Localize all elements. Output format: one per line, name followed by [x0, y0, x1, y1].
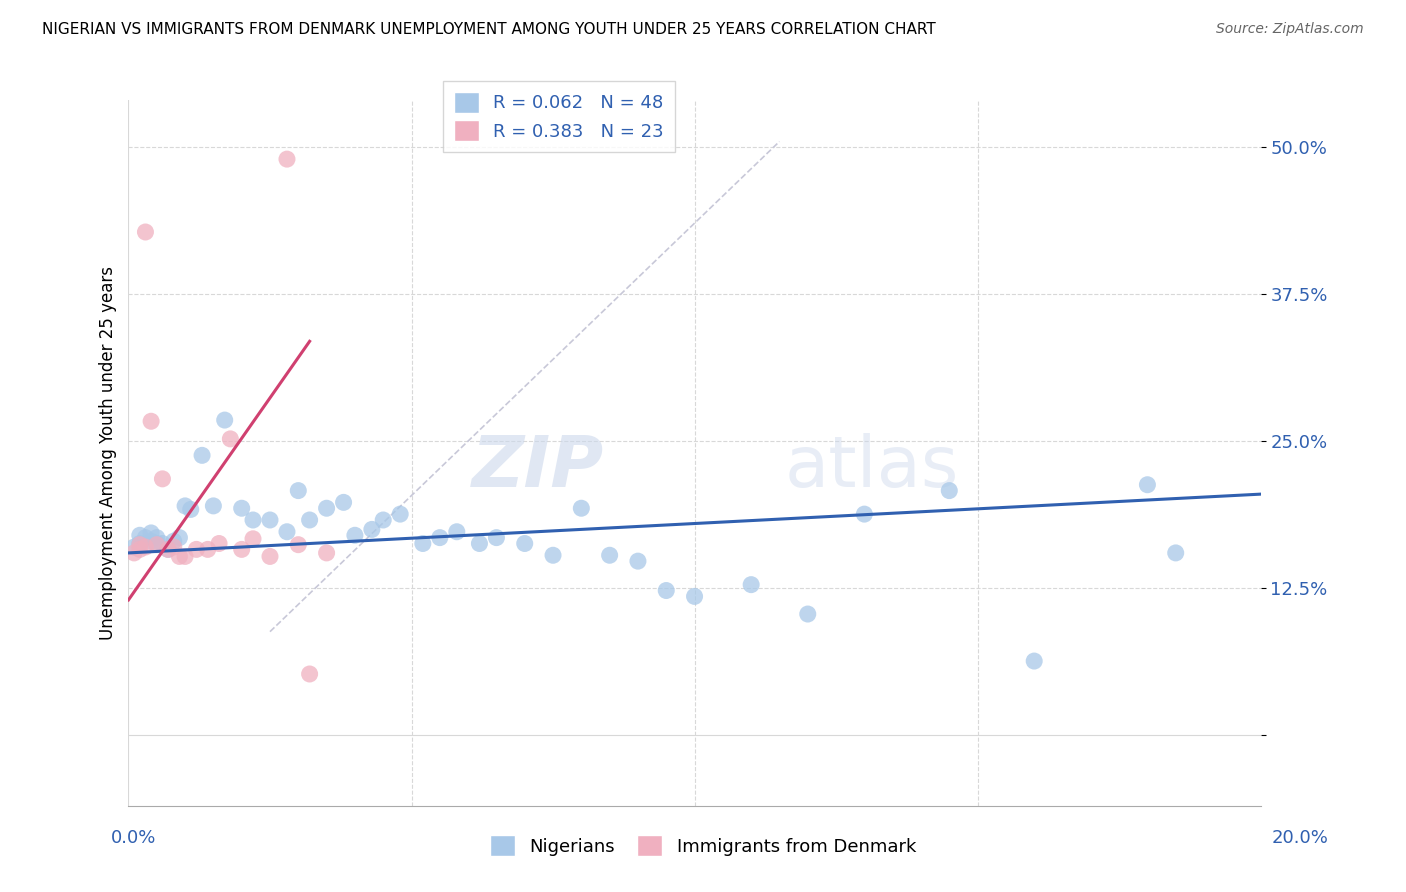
Point: [287, 483, 309, 498]
Point: [139, 534, 162, 549]
Point: [152, 472, 174, 486]
Point: [797, 607, 820, 621]
Point: [122, 546, 145, 560]
Text: Source: ZipAtlas.com: Source: ZipAtlas.com: [1216, 22, 1364, 37]
Point: [186, 542, 208, 557]
Point: [332, 495, 354, 509]
Point: [180, 502, 202, 516]
Point: [683, 590, 706, 604]
Point: [157, 542, 180, 557]
Point: [569, 501, 592, 516]
Point: [174, 549, 197, 564]
Text: atlas: atlas: [785, 433, 959, 501]
Point: [1136, 477, 1159, 491]
Point: [373, 513, 395, 527]
Point: [231, 501, 253, 516]
Point: [740, 577, 762, 591]
Y-axis label: Unemployment Among Youth under 25 years: Unemployment Among Youth under 25 years: [100, 266, 117, 640]
Point: [298, 667, 321, 681]
Point: [134, 531, 156, 545]
Point: [139, 414, 162, 428]
Text: 0.0%: 0.0%: [111, 829, 156, 847]
Point: [128, 528, 150, 542]
Point: [259, 513, 281, 527]
Point: [853, 507, 876, 521]
Point: [139, 525, 162, 540]
Point: [174, 499, 197, 513]
Point: [128, 542, 150, 557]
Legend: Nigerians, Immigrants from Denmark: Nigerians, Immigrants from Denmark: [482, 828, 924, 863]
Point: [343, 528, 366, 542]
Point: [191, 448, 214, 462]
Point: [169, 549, 191, 564]
Point: [298, 513, 321, 527]
Point: [938, 483, 960, 498]
Point: [259, 549, 281, 564]
Legend: R = 0.062   N = 48, R = 0.383   N = 23: R = 0.062 N = 48, R = 0.383 N = 23: [443, 81, 675, 152]
Point: [315, 501, 337, 516]
Point: [287, 538, 309, 552]
Point: [146, 531, 169, 545]
Point: [276, 152, 298, 166]
Point: [599, 548, 621, 562]
Point: [242, 513, 264, 527]
Point: [412, 536, 434, 550]
Point: [197, 542, 219, 557]
Point: [541, 548, 564, 562]
Point: [152, 536, 174, 550]
Point: [429, 531, 451, 545]
Point: [163, 534, 186, 549]
Point: [276, 524, 298, 539]
Point: [627, 554, 650, 568]
Point: [134, 540, 156, 554]
Point: [169, 531, 191, 545]
Point: [468, 536, 491, 550]
Point: [1164, 546, 1187, 560]
Text: ZIP: ZIP: [472, 433, 605, 501]
Point: [202, 499, 225, 513]
Point: [214, 413, 236, 427]
Point: [134, 225, 156, 239]
Point: [446, 524, 468, 539]
Point: [128, 538, 150, 552]
Point: [146, 536, 169, 550]
Point: [208, 536, 231, 550]
Point: [1024, 654, 1046, 668]
Point: [128, 536, 150, 550]
Text: 20.0%: 20.0%: [1272, 829, 1329, 847]
Point: [360, 522, 382, 536]
Point: [513, 536, 536, 550]
Point: [242, 532, 264, 546]
Point: [122, 540, 145, 554]
Point: [146, 538, 169, 552]
Point: [163, 540, 186, 554]
Point: [485, 531, 508, 545]
Point: [655, 583, 678, 598]
Point: [219, 432, 242, 446]
Point: [389, 507, 412, 521]
Point: [315, 546, 337, 560]
Point: [157, 542, 180, 557]
Text: NIGERIAN VS IMMIGRANTS FROM DENMARK UNEMPLOYMENT AMONG YOUTH UNDER 25 YEARS CORR: NIGERIAN VS IMMIGRANTS FROM DENMARK UNEM…: [42, 22, 936, 37]
Point: [231, 542, 253, 557]
